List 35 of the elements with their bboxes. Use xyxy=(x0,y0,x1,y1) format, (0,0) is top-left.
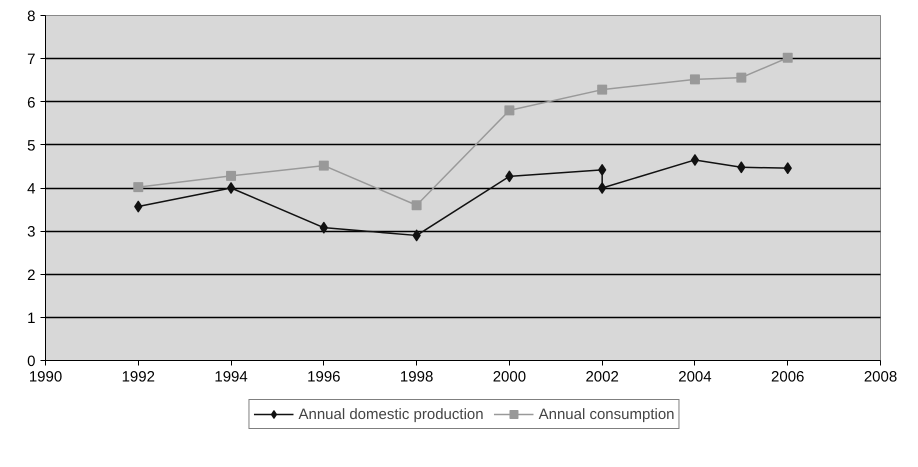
y-tick-label: 1 xyxy=(27,310,36,327)
x-tick-label: 2002 xyxy=(585,368,619,386)
x-tick-label: 2000 xyxy=(492,368,526,386)
point xyxy=(690,154,700,166)
x-tick-label: 2006 xyxy=(771,368,804,386)
x-tick-label: 2008 xyxy=(864,368,898,386)
point xyxy=(504,105,514,116)
point xyxy=(597,84,608,95)
x-tick-label: 1998 xyxy=(400,368,434,386)
point xyxy=(598,182,606,194)
point xyxy=(226,182,236,194)
point xyxy=(318,160,329,171)
point xyxy=(412,200,422,210)
point xyxy=(133,182,144,192)
y-tick-label: 5 xyxy=(27,137,36,154)
x-tick-label: 1994 xyxy=(214,368,248,386)
point xyxy=(505,170,514,182)
legend-label: Annual domestic production xyxy=(298,406,484,422)
legend-label: Annual consumption xyxy=(538,406,675,422)
point xyxy=(782,52,793,63)
y-tick-label: 0 xyxy=(27,353,36,370)
point xyxy=(690,74,700,84)
point xyxy=(736,72,746,83)
y-tick-label: 2 xyxy=(27,266,36,284)
y-tick-label: 3 xyxy=(27,224,36,241)
point xyxy=(226,170,236,181)
x-tick-label: 1996 xyxy=(307,368,341,386)
y-tick-label: 6 xyxy=(27,94,36,112)
y-tick-label: 8 xyxy=(27,8,36,25)
y-tick-label: 7 xyxy=(27,51,36,68)
point xyxy=(412,229,421,242)
x-tick-label: 1990 xyxy=(28,368,62,386)
x-tick-label: 2004 xyxy=(678,368,712,386)
y-tick-label: 4 xyxy=(27,180,36,198)
x-tick-label: 1992 xyxy=(122,368,155,386)
